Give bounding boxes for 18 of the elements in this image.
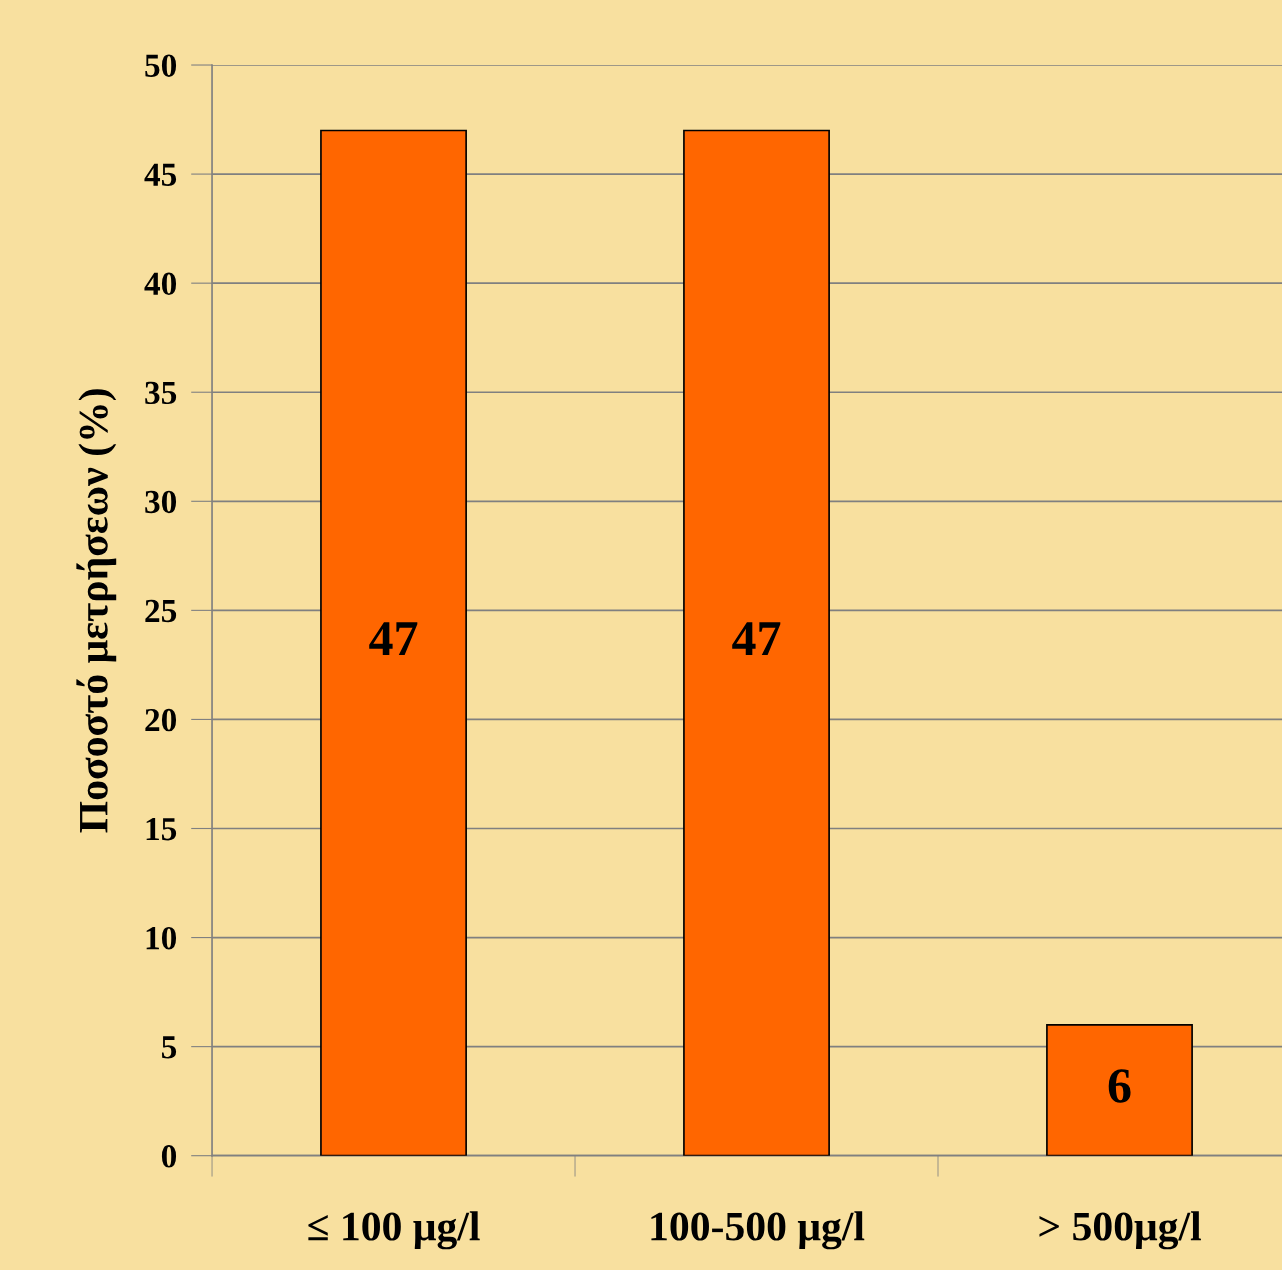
y-tick-label: 30: [145, 490, 177, 514]
x-tick-label: 100-500 μg/l: [651, 1211, 865, 1250]
y-tick-label: 45: [144, 163, 177, 186]
x-tick-label: > 500μg/l: [1039, 1211, 1201, 1250]
y-tick-label: 35: [145, 381, 177, 405]
x-tick-label: ≤ 100 μg/l: [308, 1211, 480, 1250]
data-label: 47: [369, 622, 418, 656]
y-axis-title: Ποσοστό μετρήσεων (%): [76, 389, 117, 833]
y-tick-label: 20: [145, 708, 177, 732]
y-tick-label: 0: [161, 1145, 177, 1168]
y-tick-label: 25: [145, 599, 177, 623]
data-label: 6: [1108, 1069, 1131, 1103]
y-tick-label: 5: [161, 1036, 177, 1059]
y-tick-label: 10: [146, 926, 177, 950]
y-tick-label: 15: [146, 818, 177, 841]
y-tick-label: 50: [145, 54, 177, 77]
data-label: 47: [732, 622, 781, 656]
y-tick-label: 40: [144, 272, 177, 296]
